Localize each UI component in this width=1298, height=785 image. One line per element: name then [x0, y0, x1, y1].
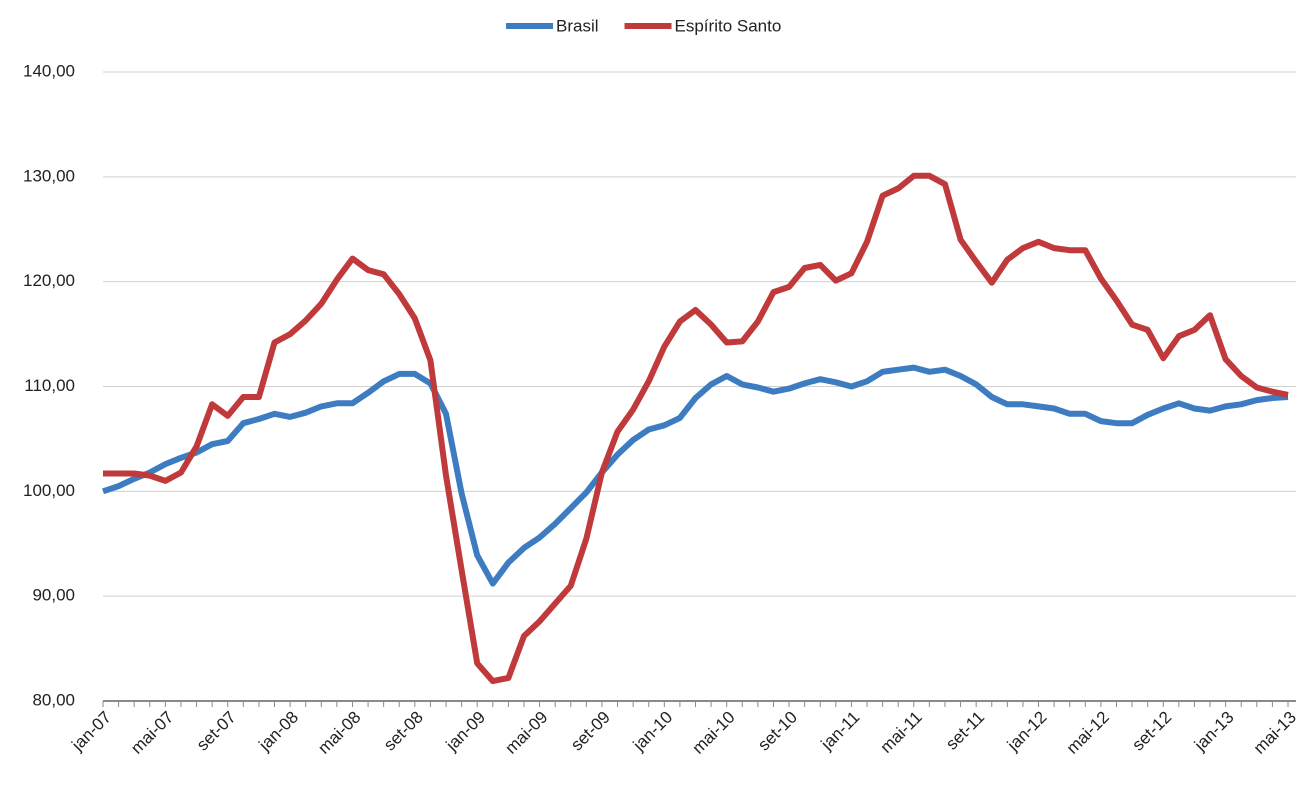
x-tick-label: mai-07 — [127, 708, 177, 758]
x-tick-label: jan-12 — [1003, 708, 1051, 756]
x-tick-label: set-07 — [193, 708, 240, 755]
x-tick-label: set-12 — [1128, 708, 1175, 755]
x-tick-label: mai-11 — [877, 708, 926, 757]
x-tick-label: mai-12 — [1063, 708, 1113, 758]
x-tick-label: jan-07 — [67, 708, 115, 756]
x-tick-label: jan-11 — [817, 708, 864, 755]
y-tick-label: 90,00 — [32, 586, 75, 605]
legend-label: Espírito Santo — [675, 16, 782, 35]
y-tick-label: 140,00 — [23, 61, 75, 80]
x-tick-label: jan-10 — [629, 708, 677, 756]
x-tick-label: jan-09 — [442, 708, 490, 756]
y-tick-label: 130,00 — [23, 166, 75, 185]
x-tick-label: jan-08 — [255, 708, 303, 756]
x-tick-label: set-11 — [942, 708, 988, 754]
x-tick-label: set-09 — [567, 708, 614, 755]
legend-label: Brasil — [556, 16, 599, 35]
x-tick-label: mai-10 — [689, 708, 739, 758]
y-tick-label: 110,00 — [24, 376, 75, 395]
x-tick-label: set-10 — [754, 708, 801, 755]
y-tick-label: 100,00 — [23, 481, 75, 500]
x-tick-label: mai-09 — [501, 708, 551, 758]
x-tick-label: mai-13 — [1250, 708, 1298, 758]
x-tick-label: set-08 — [380, 708, 427, 755]
x-tick-label: jan-13 — [1190, 708, 1238, 756]
series-line — [102, 364, 1289, 587]
y-tick-label: 80,00 — [32, 690, 75, 709]
x-tick-label: mai-08 — [314, 708, 364, 758]
y-tick-label: 120,00 — [23, 271, 75, 290]
series-line — [103, 172, 1289, 685]
